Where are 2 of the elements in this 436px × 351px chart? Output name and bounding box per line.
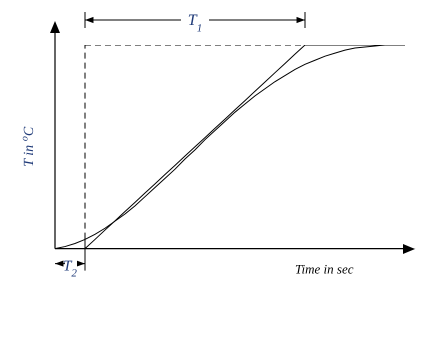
x-axis-title: Time in sec (295, 262, 354, 277)
y-axis-title: T in oC (19, 126, 37, 167)
